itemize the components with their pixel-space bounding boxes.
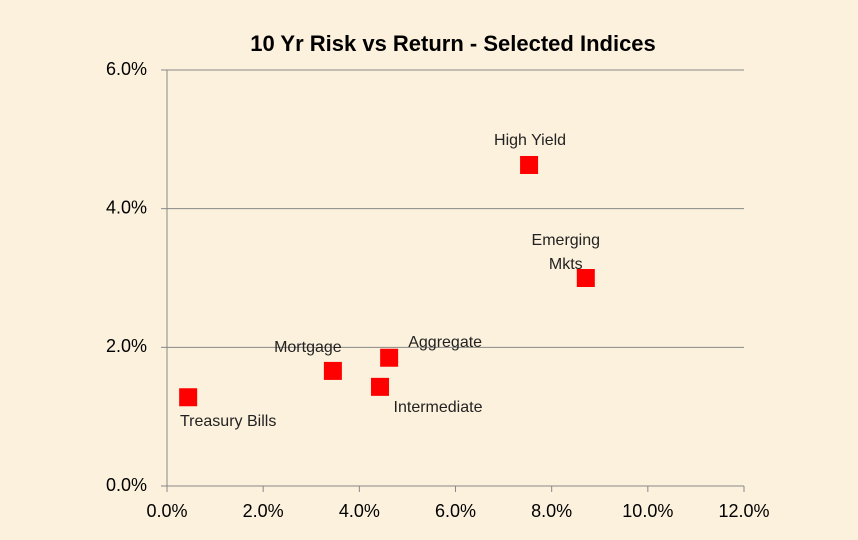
point	[520, 155, 539, 174]
x-tick-label: 6.0%	[435, 501, 476, 521]
point	[371, 377, 390, 396]
point-label: Aggregate	[408, 333, 483, 351]
x-tick-label: 2.0%	[243, 501, 284, 521]
point	[323, 361, 342, 380]
y-tick-label: 6.0%	[106, 59, 147, 79]
y-tick-label: 2.0%	[106, 336, 147, 356]
point	[380, 348, 399, 367]
x-tick-label: 0.0%	[146, 501, 187, 521]
y-tick-label: 4.0%	[106, 197, 147, 217]
point-label: Treasury Bills	[180, 413, 277, 431]
y-tick-label: 0.0%	[106, 475, 147, 495]
x-tick-label: 12.0%	[718, 501, 769, 521]
x-tick-label: 10.0%	[622, 501, 673, 521]
point-label: Emerging Mkts	[531, 232, 601, 273]
point-label: High Yield	[494, 131, 567, 149]
x-tick-label: 4.0%	[339, 501, 380, 521]
point	[179, 388, 198, 407]
x-tick-label: 8.0%	[531, 501, 572, 521]
point-label: Mortgage	[274, 338, 342, 356]
chart-title: 10 Yr Risk vs Return - Selected Indices	[250, 31, 656, 56]
point	[576, 269, 595, 287]
point-label: Intermediate	[393, 398, 483, 416]
